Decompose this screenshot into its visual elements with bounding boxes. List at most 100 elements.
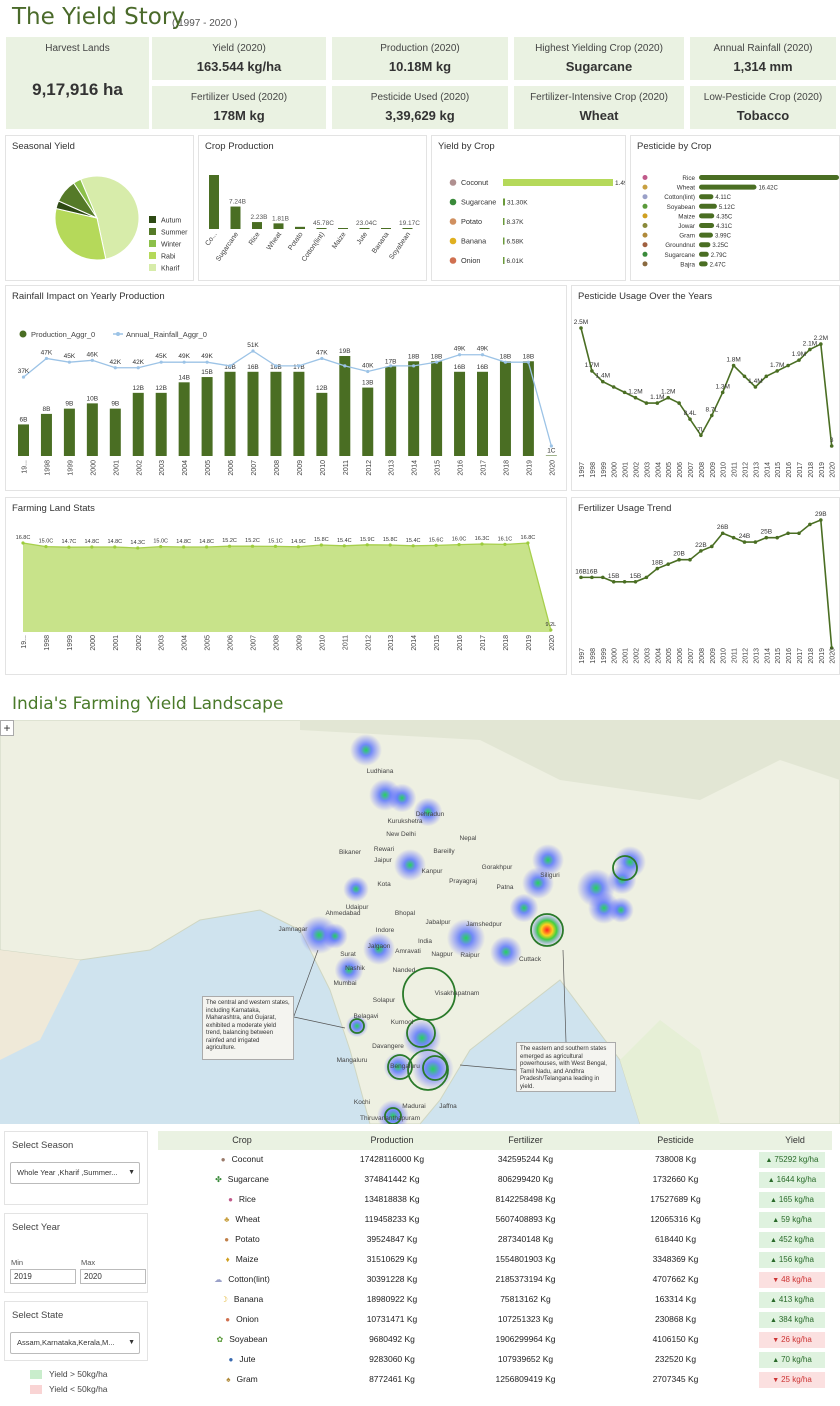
table-row[interactable]: ♦ Maize 31510629 Kg 1554801903 Kg 3348369 Kg… xyxy=(158,1250,832,1270)
kpi-highest-yield-crop: Highest Yielding Crop (2020) Sugarcane xyxy=(514,37,684,80)
state-select[interactable]: Assam,Karnataka,Kerala,M... ▼ xyxy=(10,1332,140,1354)
legend-label: Rabi xyxy=(161,254,176,261)
bar-2011 xyxy=(339,356,351,456)
data-label: 18B xyxy=(408,353,420,360)
table-row[interactable]: ✿ Soyabean 9680492 Kg 1906299964 Kg 4106150 … xyxy=(158,1330,832,1350)
bar xyxy=(699,261,708,267)
data-label: 7.24B xyxy=(229,199,246,206)
tick-label: 2015 xyxy=(435,460,442,476)
cell-production: 18980922 Kg xyxy=(366,1294,418,1304)
header-crop[interactable]: Crop xyxy=(232,1135,252,1145)
cell-fertilizer: 1906299964 Kg xyxy=(495,1334,556,1344)
banana-icon xyxy=(449,237,457,245)
cell-crop: ● Potato xyxy=(158,1230,326,1250)
data-label: 31.30K xyxy=(507,200,528,207)
yield-badge: ▲ 452 kg/ha xyxy=(759,1232,825,1248)
zoom-in-button[interactable]: + xyxy=(0,720,14,736)
table-row[interactable]: ♣ Wheat 119458233 Kg 5607408893 Kg 12065316 … xyxy=(158,1210,832,1230)
data-label: 6B xyxy=(20,416,28,423)
legend-swatch xyxy=(149,264,156,271)
city-label: Prayagraj xyxy=(449,878,477,885)
city-label: Gorakhpur xyxy=(482,864,514,871)
bajra-icon xyxy=(642,261,648,267)
table-row[interactable]: ● Onion 10731471 Kg 107251323 Kg 230868 Kg ▲ … xyxy=(158,1310,832,1330)
point xyxy=(388,543,392,547)
pesticide-years-chart[interactable]: 2.5M 1997 1.7M 1998 1.4M 1999 2000 2001 1.2M 2002… xyxy=(572,286,840,491)
kpi-value: 163.544 kg/ha xyxy=(196,59,282,74)
header-yield[interactable]: Yield xyxy=(785,1135,805,1145)
season-select[interactable]: Whole Year ,Kharif ,Summer... ▼ xyxy=(10,1162,140,1184)
city-label: Kochi xyxy=(354,1099,370,1106)
yield-by-crop-chart[interactable]: Coconut 1.49 Sugarcane 31.30K Potato 8.37K Ban… xyxy=(432,136,626,281)
tick-label: 2004 xyxy=(182,635,189,651)
table-row[interactable]: ✤ Sugarcane 374841442 Kg 806299420 Kg 173266… xyxy=(158,1170,832,1190)
table-row[interactable]: ☽ Banana 18980922 Kg 75813162 Kg 163314 Kg ▲ … xyxy=(158,1290,832,1310)
data-label: 1.81B xyxy=(272,215,289,222)
data-label: 14.7C xyxy=(62,539,77,545)
category-label: Sugarcane xyxy=(665,252,696,259)
arrow-up-icon: ▲ xyxy=(769,1257,779,1264)
min-label: Min xyxy=(11,1258,24,1267)
point xyxy=(526,541,530,545)
bar-2020 xyxy=(545,455,557,456)
cell-fertilizer: 806299420 Kg xyxy=(497,1174,554,1184)
arrow-up-icon: ▲ xyxy=(767,1177,777,1184)
table-row[interactable]: ♠ Gram 8772461 Kg 1256809419 Kg 2707345 Kg ▼ … xyxy=(158,1370,832,1390)
bar-2001 xyxy=(109,408,121,456)
farming-land-chart[interactable]: 16.8C 19... 15.0C 1998 14.7C 1999 14.8C 2000 14.… xyxy=(6,498,567,675)
header-production[interactable]: Production xyxy=(370,1135,414,1145)
rainfall-impact-chart[interactable]: Production_Aggr_0 Annual_Rainfall_Aggr_0 6… xyxy=(6,286,567,491)
header-fertilizer[interactable]: Fertilizer xyxy=(508,1135,543,1145)
point xyxy=(666,395,670,400)
table-row[interactable]: ☁ Cotton(lint) 30391228 Kg 2185373194 Kg 470… xyxy=(158,1270,832,1290)
land-line xyxy=(22,542,552,631)
data-label: 2.47C xyxy=(710,262,727,268)
hills-region xyxy=(300,720,840,800)
table-row[interactable]: ● Coconut 17428116000 Kg 342595244 Kg 738008… xyxy=(158,1150,832,1170)
data-label: 4.35C xyxy=(716,214,733,220)
crop-production-chart[interactable]: Co... 7.24B Sugarcane 2.23B Rice 1.81B Wheat Po… xyxy=(199,136,427,281)
tick-label: 2003 xyxy=(644,462,651,478)
max-year-input[interactable]: 2020 xyxy=(80,1269,146,1284)
table-row[interactable]: ● Rice 134818838 Kg 8142258498 Kg 17527689 K… xyxy=(158,1190,832,1210)
tick-label: 2013 xyxy=(389,460,396,476)
trend-line xyxy=(580,327,833,447)
pesticide-by-crop-chart[interactable]: Rice Wheat 16.42C Cotton(lint) 4.11C Soyabean… xyxy=(631,136,840,281)
yield-value: 413 kg/ha xyxy=(778,1295,814,1304)
data-label: 14.8C xyxy=(107,539,122,545)
table-row[interactable]: ● Jute 9283060 Kg 107939652 Kg 232520 Kg ▲ 70… xyxy=(158,1350,832,1370)
data-label: 2.1M xyxy=(803,340,817,347)
yield-value: 75292 kg/ha xyxy=(774,1155,819,1164)
data-label: 14.8C xyxy=(199,539,214,545)
rainfall-point xyxy=(205,360,209,364)
bar-sugarcane xyxy=(230,206,241,229)
cell-pesticide: 2707345 Kg xyxy=(652,1374,699,1384)
potato-icon: ● xyxy=(224,1235,230,1244)
arrow-up-icon: ▲ xyxy=(765,1157,775,1164)
data-label: 8B xyxy=(42,406,50,413)
cell-pesticide: 12065316 Kg xyxy=(650,1214,701,1224)
bar-soyabean xyxy=(402,228,413,229)
onion-icon: ● xyxy=(225,1315,231,1324)
kpi-value: 1,314 mm xyxy=(733,59,793,74)
legend-label: Winter xyxy=(161,242,182,249)
point xyxy=(655,401,660,405)
category-label: Coconut xyxy=(461,178,488,187)
header-pesticide[interactable]: Pesticide xyxy=(657,1135,694,1145)
point xyxy=(113,545,117,549)
india-yield-map[interactable]: Ludhiana Dehradun Kurukshetra New Delhi Rewa… xyxy=(0,720,840,1124)
yield-ring xyxy=(384,1107,402,1124)
table-row[interactable]: ● Potato 39524847 Kg 287340148 Kg 618440 Kg ▲… xyxy=(158,1230,832,1250)
seasonal-pie-chart[interactable]: Autum Summer Winter Rabi Kharif xyxy=(6,136,194,281)
point xyxy=(67,545,71,549)
city-label: Surat xyxy=(340,951,356,958)
soyabean-icon xyxy=(642,203,648,209)
fertilizer-trend-chart[interactable]: 16B 1997 16B 1998 1999 15B 2000 2001 15B 2002 2003… xyxy=(572,498,840,675)
city-label: Nagpur xyxy=(431,951,453,958)
kpi-label: Low-Pesticide Crop (2020) xyxy=(703,92,823,103)
tick-label: 2011 xyxy=(343,460,350,475)
min-year-input[interactable]: 2019 xyxy=(10,1269,76,1284)
bar xyxy=(699,242,711,248)
cell-production: 39524847 Kg xyxy=(366,1234,418,1244)
